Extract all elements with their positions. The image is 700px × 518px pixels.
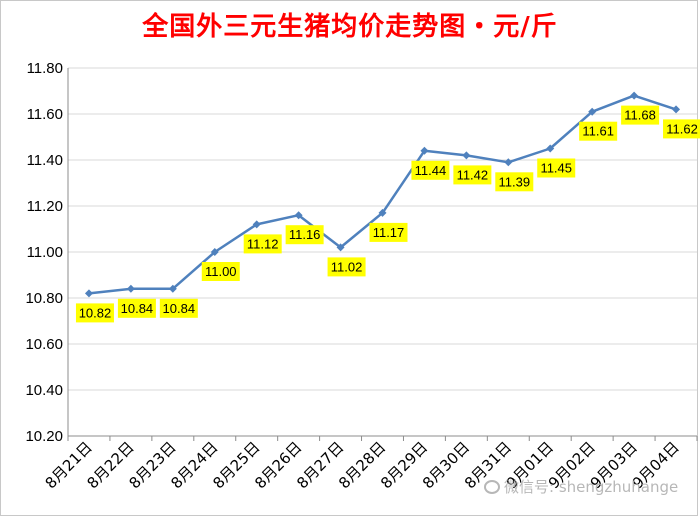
data-point	[252, 220, 261, 229]
data-label-box	[369, 222, 408, 242]
data-point	[630, 91, 639, 100]
data-label: 11.45	[540, 161, 572, 176]
data-point	[126, 284, 135, 293]
data-point	[420, 146, 429, 155]
data-label-box	[453, 165, 492, 185]
data-label-box	[201, 262, 240, 281]
data-label-box	[159, 298, 198, 318]
y-tick-label: 11.00	[27, 244, 63, 261]
data-label: 11.12	[247, 236, 279, 251]
data-label-box	[495, 172, 534, 192]
data-label: 11.42	[457, 167, 489, 182]
y-tick-label: 10.60	[25, 336, 63, 353]
data-label: 11.39	[499, 174, 531, 189]
data-label-box	[537, 158, 576, 178]
data-label: 10.82	[79, 305, 112, 320]
data-label: 10.84	[121, 301, 154, 316]
y-tick-label: 10.80	[25, 290, 63, 307]
data-label: 11.00	[205, 264, 237, 279]
chart-title: 全国外三元生猪均价走势图・元/斤	[142, 12, 558, 42]
data-point	[210, 248, 219, 256]
y-tick-label: 10.20	[25, 428, 63, 445]
data-point	[504, 158, 513, 167]
data-label: 11.61	[582, 124, 614, 139]
data-point	[168, 284, 177, 293]
data-label-box	[327, 257, 366, 277]
data-point	[84, 289, 93, 298]
data-point	[336, 243, 345, 252]
wechat-icon	[484, 480, 500, 494]
data-label: 11.62	[666, 121, 698, 136]
data-label: 11.44	[415, 163, 447, 178]
data-point	[462, 151, 471, 160]
data-point	[672, 105, 681, 114]
data-label-box	[75, 303, 114, 323]
data-label: 11.02	[331, 259, 363, 274]
y-tick-label: 11.20	[27, 198, 63, 215]
y-tick-label: 11.80	[27, 60, 63, 77]
data-label-box	[411, 160, 450, 180]
data-label: 11.16	[289, 227, 321, 242]
data-point	[378, 208, 387, 217]
data-point	[294, 211, 303, 220]
data-label: 11.68	[624, 108, 656, 123]
data-label-box	[285, 225, 324, 245]
y-tick-label: 10.40	[25, 382, 63, 399]
data-point	[588, 107, 597, 116]
y-tick-label: 11.60	[27, 106, 63, 123]
data-label: 11.17	[373, 225, 405, 240]
data-label-box	[663, 119, 700, 139]
data-label-box	[243, 234, 282, 254]
watermark-text: 微信号: shengzhuhange	[504, 478, 679, 496]
watermark: 微信号: shengzhuhange	[484, 476, 678, 497]
data-label: 10.84	[163, 301, 196, 316]
data-label-box	[621, 105, 660, 125]
data-label-box	[117, 298, 156, 318]
data-label-box	[579, 121, 618, 141]
data-point	[546, 144, 555, 153]
y-tick-label: 11.40	[27, 152, 63, 169]
